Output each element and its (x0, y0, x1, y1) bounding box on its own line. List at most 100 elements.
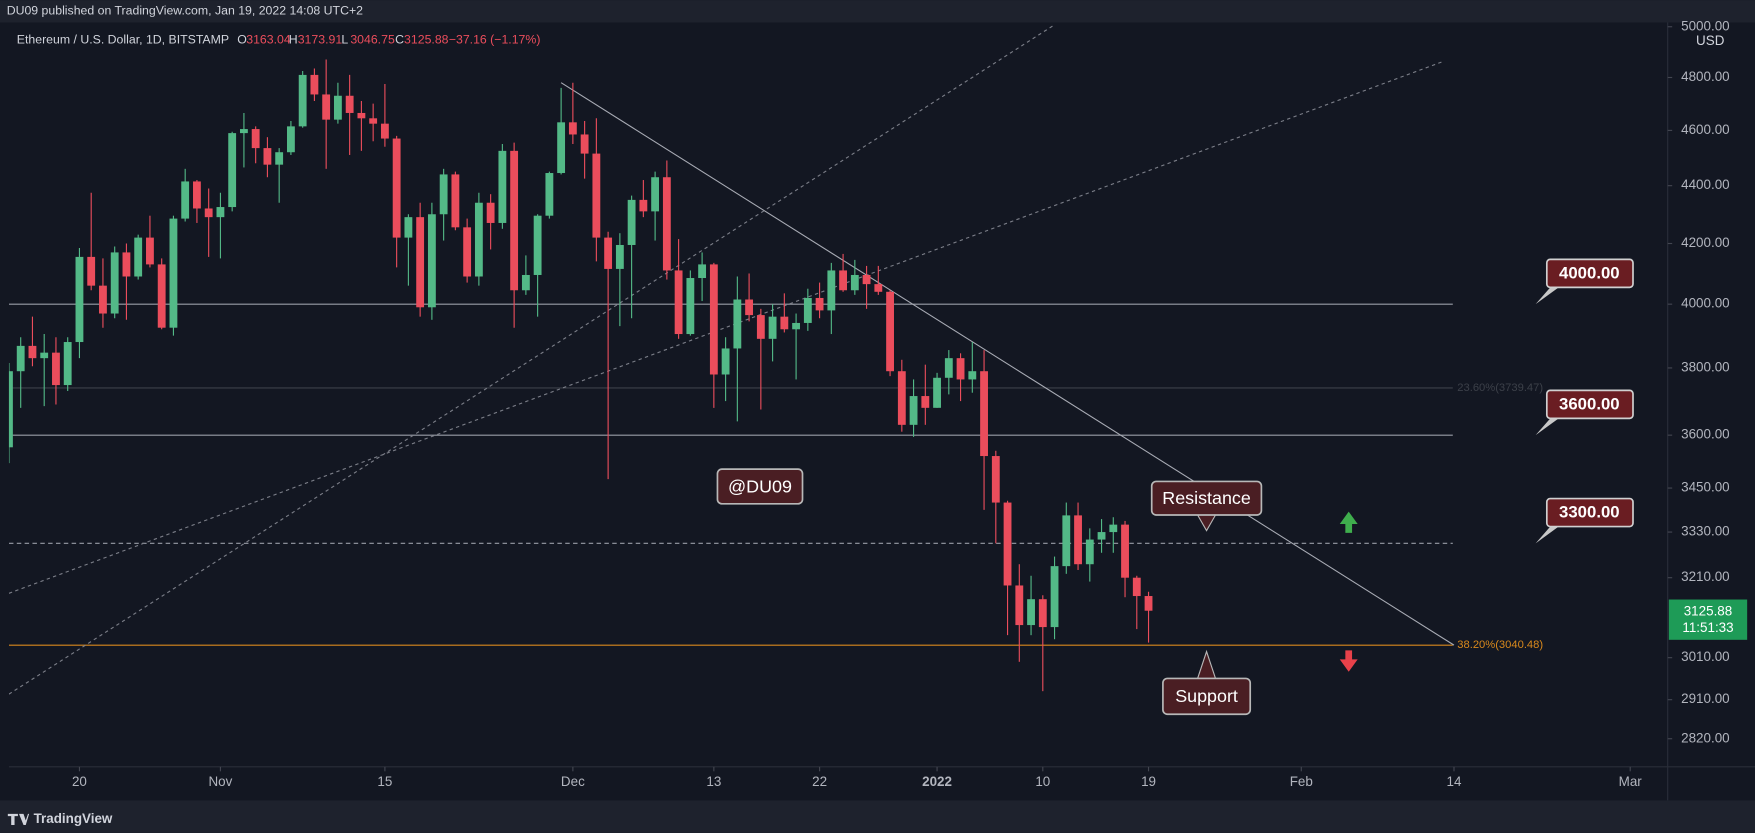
candle-body (181, 181, 190, 219)
candle-body (1144, 596, 1153, 611)
candle-body (933, 377, 941, 408)
candle-body (510, 150, 519, 291)
ohlc-letter: H (289, 33, 298, 47)
candle-body (251, 129, 260, 149)
candle-body (286, 126, 295, 153)
candle-body (968, 371, 977, 380)
candle-body (240, 129, 248, 134)
annotation-label: @DU09 (728, 476, 792, 496)
candle-body (1097, 532, 1106, 540)
ohlc-letter: O (237, 33, 247, 47)
candle-body (357, 112, 366, 119)
y-tick-label: 3330.00 (1681, 524, 1730, 539)
y-tick-label: 4400.00 (1681, 177, 1730, 192)
candle-body (486, 202, 495, 223)
candle-body (815, 297, 824, 311)
candle-body (1085, 539, 1094, 565)
candle-body (263, 148, 272, 165)
candle-body (498, 150, 507, 223)
countdown: 11:51:33 (1682, 620, 1733, 635)
candle-body (662, 177, 671, 271)
level-callout-label: 3300.00 (1559, 503, 1620, 522)
candle-body (1027, 599, 1035, 626)
annotation-label: Resistance (1162, 488, 1251, 508)
candle-body (803, 297, 812, 323)
candle-body (345, 95, 354, 113)
candle-body (110, 252, 119, 314)
x-tick-label: 13 (706, 774, 721, 789)
price-box (1668, 599, 1748, 640)
y-tick-label: 3010.00 (1681, 649, 1730, 664)
candle-body (604, 237, 613, 269)
candle-body (615, 244, 624, 269)
candle-body (169, 218, 178, 328)
level-callout (1545, 497, 1634, 528)
fib-label: 23.60%(3739.47) (1457, 382, 1543, 394)
level-callout (1545, 389, 1634, 420)
ohlc-letter: L (341, 33, 348, 47)
y-tick-label: 4000.00 (1681, 296, 1730, 311)
candle-body (1015, 585, 1024, 626)
candle-body (627, 199, 636, 245)
candle-body (733, 299, 742, 349)
fib-label: 38.20%(3040.48) (1457, 639, 1543, 651)
y-tick-label: 5000.00 (1681, 18, 1730, 33)
candle-body (416, 217, 425, 308)
candle-body (545, 173, 554, 216)
up-arrow (1339, 511, 1358, 533)
candle-body (768, 316, 777, 339)
candle-body (674, 270, 683, 335)
y-tick-label: 3800.00 (1681, 359, 1730, 374)
candle-body (874, 284, 883, 292)
candle-body (639, 199, 648, 212)
candle-body (1074, 515, 1082, 565)
candle-body (204, 208, 213, 218)
candle-body (568, 122, 577, 135)
annotation-box (1150, 480, 1263, 516)
candle-body (886, 291, 894, 372)
y-tick-label: 2910.00 (1681, 691, 1730, 706)
y-tick-label: 4600.00 (1681, 122, 1730, 137)
ohlc-letter: C (395, 33, 404, 47)
candle-body (839, 270, 847, 291)
candle-body (1109, 524, 1118, 533)
candle-body (897, 371, 906, 425)
candle-body (134, 237, 143, 277)
level-callout-label: 4000.00 (1559, 263, 1620, 282)
brand-logo (7, 813, 30, 826)
candle-body (216, 207, 225, 218)
candle-body (63, 342, 72, 386)
candle-body (944, 358, 953, 378)
candle-body (956, 358, 965, 380)
candle-body (298, 74, 307, 127)
candle-body (921, 396, 930, 408)
x-tick-label: Nov (208, 774, 232, 789)
level-callout (1545, 258, 1634, 289)
down-arrow (1339, 650, 1358, 672)
top-bar (0, 0, 1755, 23)
candle-body (686, 278, 695, 335)
candle-body (451, 174, 460, 228)
symbol-title: Ethereum / U.S. Dollar, 1D, BITSTAMP (17, 33, 229, 47)
x-tick-label: Dec (561, 774, 585, 789)
candle-body (533, 215, 542, 275)
candle-body (404, 217, 413, 238)
candle-body (792, 322, 801, 330)
annotation-box (1162, 677, 1252, 716)
candle-body (228, 133, 237, 208)
x-tick-label: 14 (1447, 774, 1462, 789)
current-price: 3125.88 (1684, 603, 1733, 618)
candle-body (40, 352, 49, 359)
candle-body (592, 153, 601, 238)
x-tick-label: 22 (812, 774, 827, 789)
candle-body (1132, 577, 1141, 597)
y-tick-label: 4800.00 (1681, 69, 1730, 84)
byline: DU09 published on TradingView.com, Jan 1… (7, 4, 363, 18)
level-callout-label: 3600.00 (1559, 394, 1620, 413)
x-tick-label: 20 (72, 774, 87, 789)
annotation-label: Support (1175, 686, 1238, 706)
candle-body (557, 122, 566, 174)
candle-body (157, 264, 166, 328)
candle-body (463, 227, 472, 277)
